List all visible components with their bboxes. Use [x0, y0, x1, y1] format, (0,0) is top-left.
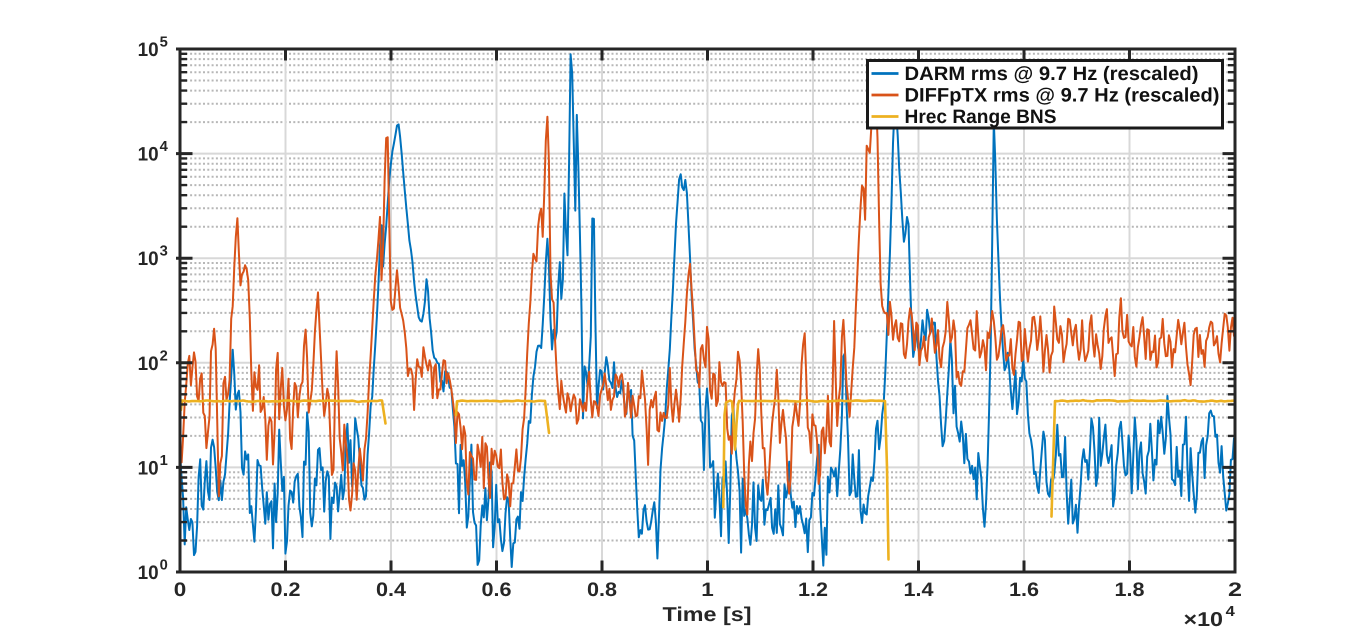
svg-text:1: 1	[160, 453, 168, 469]
svg-text:0.8: 0.8	[587, 579, 617, 601]
svg-text:0.6: 0.6	[482, 579, 512, 601]
svg-text:10: 10	[138, 562, 159, 584]
svg-text:3: 3	[160, 244, 168, 260]
svg-text:0.4: 0.4	[376, 579, 406, 601]
svg-text:DIFFpTX rms @ 9.7 Hz (rescaled: DIFFpTX rms @ 9.7 Hz (rescaled)	[905, 85, 1220, 107]
svg-text:1: 1	[701, 579, 714, 601]
svg-text:4: 4	[1226, 604, 1235, 620]
svg-text:1.2: 1.2	[798, 579, 828, 601]
svg-text:10: 10	[138, 248, 159, 270]
svg-text:0.2: 0.2	[271, 579, 301, 601]
svg-text:2: 2	[1228, 579, 1242, 601]
svg-text:10: 10	[138, 457, 159, 479]
svg-text:10: 10	[138, 353, 159, 375]
svg-text:10: 10	[138, 39, 159, 61]
svg-text:10: 10	[138, 144, 159, 166]
svg-text:DARM rms @ 9.7 Hz (rescaled): DARM rms @ 9.7 Hz (rescaled)	[905, 63, 1199, 85]
svg-text:2: 2	[160, 348, 168, 364]
svg-text:0: 0	[174, 579, 187, 601]
svg-text:4: 4	[160, 139, 168, 155]
svg-text:5: 5	[160, 35, 168, 51]
svg-text:1.4: 1.4	[904, 579, 934, 601]
svg-text:0: 0	[160, 558, 168, 574]
svg-text:Hrec Range BNS: Hrec Range BNS	[905, 106, 1057, 128]
svg-text:Time [s]: Time [s]	[663, 604, 752, 626]
svg-text:×10: ×10	[1184, 609, 1224, 631]
svg-text:1.6: 1.6	[1009, 579, 1039, 601]
svg-text:1.8: 1.8	[1115, 579, 1145, 601]
